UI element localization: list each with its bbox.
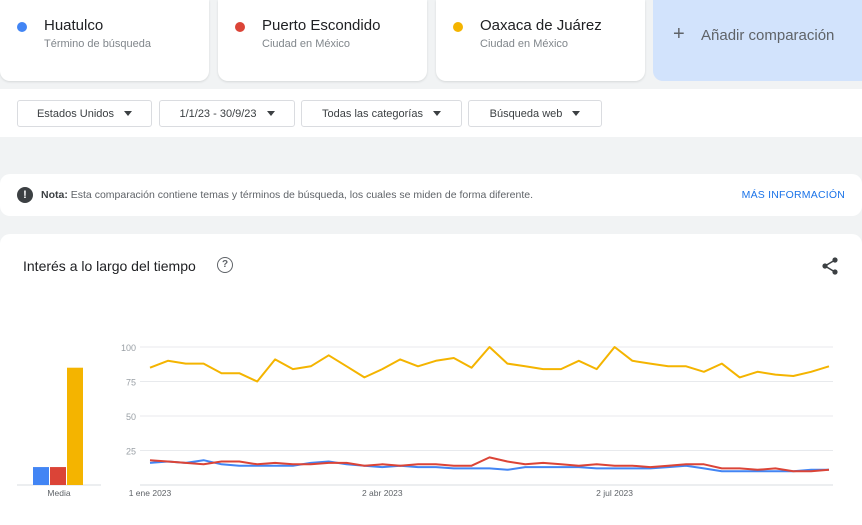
series-dot-icon [235,22,245,32]
region-label: Estados Unidos [36,107,115,120]
note-label: Nota: [41,189,68,201]
note-banner: ! Nota: Esta comparación contiene temas … [0,174,862,216]
x-tick-label: 1 ene 2023 [129,488,172,498]
caret-down-icon [266,111,275,116]
averages-label: Media [47,488,70,498]
period-select[interactable]: 1/1/23 - 30/9/23 [159,100,295,127]
term-name: Huatulco [44,17,104,34]
category-select[interactable]: Todas las categorías [301,100,462,127]
exclamation-icon: ! [17,187,33,203]
interest-chart: 100 75 50 25 1 ene 2023 2 abr 2023 2 jul 2023 M… [17,343,833,498]
y-tick-label: 75 [126,378,136,388]
x-tick-label: 2 jul 2023 [596,488,633,498]
series-line [149,346,830,383]
average-bar [33,467,49,485]
series-dot-icon [17,22,27,32]
caret-down-icon [432,111,441,116]
filter-bar: Estados Unidos 1/1/23 - 30/9/23 Todas la… [0,89,862,137]
term-type: Ciudad en México [480,38,569,50]
plus-icon: + [673,23,685,45]
y-tick-label: 50 [126,412,136,422]
term-type: Término de búsqueda [44,38,152,50]
period-label: 1/1/23 - 30/9/23 [179,107,257,120]
interest-over-time-panel: Interés a lo largo del tiempo ? [0,234,862,525]
y-tick-label: 100 [121,343,136,353]
add-comparison-label: Añadir comparación [701,27,835,44]
y-tick-label: 25 [126,447,136,457]
term-name: Oaxaca de Juárez [480,17,602,34]
share-icon[interactable] [820,256,840,276]
term-name: Puerto Escondido [262,17,381,34]
term-card-huatulco[interactable]: Huatulco Término de búsqueda [0,0,209,81]
caret-down-icon [572,111,581,116]
more-info-link[interactable]: MÁS INFORMACIÓN [741,189,845,201]
term-card-oaxaca[interactable]: Oaxaca de Juárez Ciudad en México [436,0,645,81]
add-comparison-button[interactable]: + Añadir comparación [653,0,862,81]
average-bar [67,367,83,485]
question-circle-icon[interactable]: ? [217,257,233,273]
note-body: Esta comparación contiene temas y términ… [70,189,534,201]
series-line [149,459,829,473]
term-card-puerto-escondido[interactable]: Puerto Escondido Ciudad en México [218,0,427,81]
region-select[interactable]: Estados Unidos [17,100,152,127]
series-dot-icon [453,22,463,32]
average-bar [50,467,66,485]
comparison-cards: Huatulco Término de búsqueda Puerto Esco… [0,0,862,82]
note-text: Nota: Esta comparación contiene temas y … [41,189,533,201]
category-label: Todas las categorías [322,107,423,120]
search-type-select[interactable]: Búsqueda web [468,100,602,127]
search-type-label: Búsqueda web [489,107,563,120]
x-tick-label: 2 abr 2023 [362,488,403,498]
term-type: Ciudad en México [262,38,351,50]
caret-down-icon [124,111,133,116]
panel-title: Interés a lo largo del tiempo [23,258,196,274]
series-line [149,456,830,473]
